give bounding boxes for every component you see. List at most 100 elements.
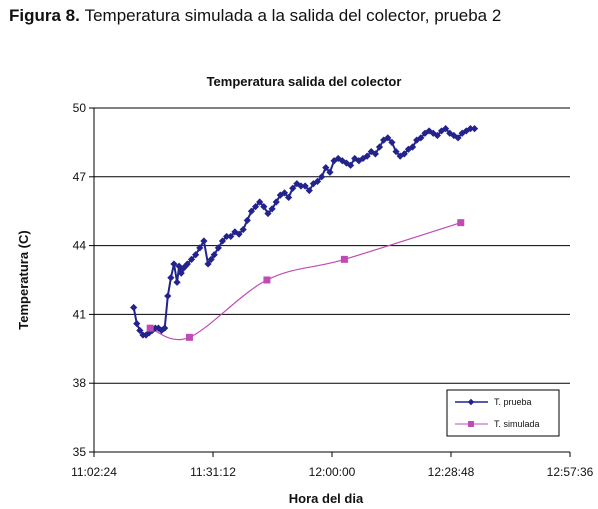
- y-axis-label: Temperatura (C): [16, 230, 31, 329]
- point-prueba-22: [196, 244, 204, 252]
- point-prueba-19: [183, 260, 191, 268]
- point-prueba-66: [375, 143, 384, 151]
- x-tick-label-4: 12:57:36: [547, 465, 594, 479]
- point-prueba-59: [346, 161, 355, 169]
- point-simulada-2: [263, 276, 271, 284]
- x-axis-label: Hora del dia: [289, 491, 364, 506]
- point-prueba-24: [204, 260, 212, 268]
- legend-box: [446, 389, 560, 437]
- legend-label-simulada: T. simulada: [494, 419, 540, 429]
- y-tick-label-1: 38: [73, 376, 87, 390]
- point-prueba-10: [161, 324, 169, 332]
- point-prueba-21: [192, 251, 200, 259]
- point-prueba-88: [466, 125, 475, 133]
- point-prueba-67: [380, 136, 388, 144]
- point-prueba-34: [243, 216, 251, 224]
- point-prueba-29: [223, 232, 231, 241]
- point-prueba-11: [164, 292, 172, 300]
- x-tick-label-1: 11:31:12: [190, 465, 236, 479]
- legend-marker-prueba: [467, 398, 475, 406]
- point-prueba-56: [334, 154, 342, 163]
- point-prueba-8: [154, 324, 163, 332]
- figure-caption-text: Temperatura simulada a la salida del col…: [84, 6, 502, 25]
- point-prueba-79: [429, 129, 437, 137]
- point-prueba-45: [289, 184, 297, 192]
- point-prueba-69: [388, 138, 396, 146]
- x-tick-label-2: 12:00:00: [309, 465, 356, 479]
- point-prueba-36: [251, 203, 260, 211]
- axes: [93, 108, 571, 457]
- point-prueba-58: [342, 159, 351, 167]
- point-simulada-3: [340, 255, 348, 263]
- point-prueba-53: [322, 164, 330, 172]
- point-prueba-0: [130, 303, 138, 312]
- point-prueba-5: [145, 329, 153, 337]
- point-prueba-12: [167, 274, 175, 282]
- point-prueba-68: [384, 134, 392, 142]
- legend-marker-simulada: [468, 421, 474, 427]
- point-prueba-32: [235, 230, 243, 238]
- point-prueba-47: [297, 182, 305, 190]
- point-prueba-33: [239, 225, 247, 234]
- chart-title: Temperatura salida del colector: [207, 74, 402, 89]
- point-prueba-30: [227, 232, 235, 241]
- point-prueba-4: [142, 331, 150, 339]
- point-prueba-75: [413, 136, 421, 144]
- point-prueba-65: [371, 150, 379, 158]
- point-prueba-85: [454, 134, 462, 142]
- point-prueba-38: [260, 203, 268, 211]
- series-lines: [132, 127, 475, 341]
- point-prueba-54: [326, 168, 334, 176]
- series-line-simulada: [149, 222, 461, 341]
- point-prueba-83: [446, 129, 454, 137]
- figure-label: Figura 8.: [9, 6, 85, 25]
- point-prueba-43: [280, 189, 289, 197]
- y-tick-labels: 35 38 41 44 47 50: [73, 101, 87, 459]
- point-simulada-1: [185, 333, 193, 341]
- point-prueba-57: [338, 157, 346, 165]
- point-prueba-51: [313, 177, 322, 185]
- x-tick-labels: 11:02:24 11:31:12 12:00:00 12:28:48 12:57:36: [71, 465, 594, 479]
- point-prueba-76: [417, 134, 425, 142]
- point-prueba-74: [408, 143, 417, 151]
- point-prueba-25: [207, 255, 215, 263]
- series-points: [130, 125, 479, 341]
- point-prueba-15: [175, 262, 183, 270]
- point-prueba-82: [442, 125, 450, 133]
- x-tick-label-0: 11:02:24: [71, 465, 117, 479]
- point-prueba-41: [272, 198, 280, 206]
- point-prueba-72: [400, 150, 408, 158]
- point-prueba-48: [301, 182, 309, 190]
- point-prueba-49: [305, 186, 313, 195]
- point-prueba-63: [363, 152, 371, 160]
- point-prueba-37: [256, 198, 264, 206]
- point-prueba-44: [285, 193, 293, 202]
- y-tick-label-2: 41: [73, 307, 87, 321]
- point-prueba-20: [187, 255, 196, 263]
- point-prueba-61: [355, 157, 363, 165]
- point-prueba-14: [173, 278, 181, 286]
- point-prueba-35: [247, 207, 256, 215]
- y-tick-label-5: 50: [73, 101, 87, 115]
- legend-label-prueba: T. prueba: [494, 397, 532, 407]
- series-line-prueba: [132, 127, 475, 336]
- point-simulada-4: [457, 219, 465, 227]
- point-prueba-2: [136, 326, 144, 335]
- point-prueba-9: [157, 326, 166, 335]
- point-prueba-87: [462, 127, 470, 135]
- point-simulada-0: [146, 324, 154, 332]
- point-prueba-89: [470, 125, 479, 133]
- point-prueba-27: [214, 244, 222, 252]
- x-tick-label-3: 12:28:48: [428, 465, 475, 479]
- point-prueba-84: [450, 131, 458, 140]
- figure-caption: Figura 8. Temperatura simulada a la sali…: [9, 6, 501, 26]
- y-tick-label-0: 35: [73, 445, 87, 459]
- point-prueba-39: [264, 209, 272, 218]
- point-prueba-40: [268, 205, 276, 213]
- point-prueba-23: [200, 237, 208, 245]
- point-prueba-52: [318, 173, 326, 181]
- y-tick-label-4: 47: [73, 170, 87, 184]
- y-tick-label-3: 44: [73, 239, 87, 253]
- point-prueba-26: [210, 251, 218, 259]
